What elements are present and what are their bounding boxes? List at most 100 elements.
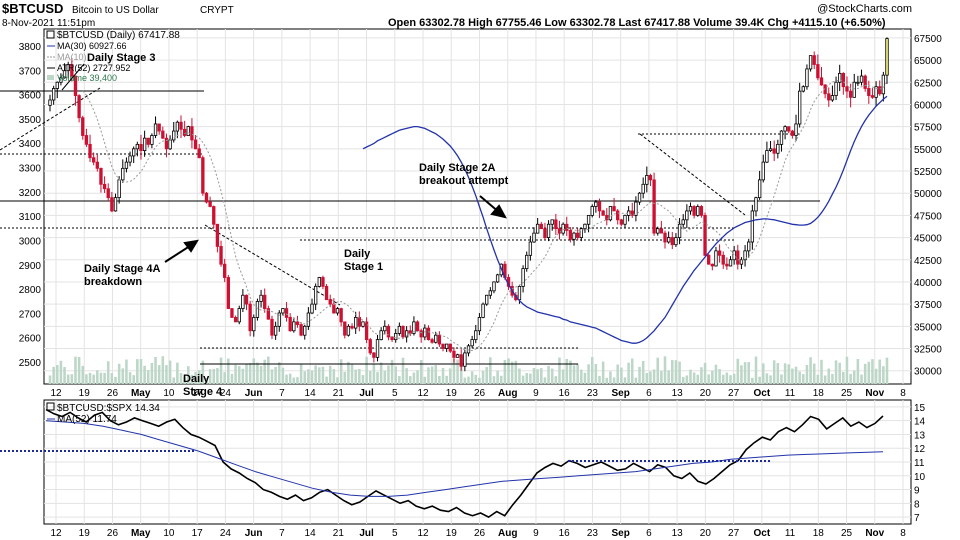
candle-body	[212, 206, 216, 225]
volume-bar	[525, 373, 528, 384]
candle-body	[241, 294, 245, 309]
volume-bar	[874, 368, 878, 384]
volume-bar	[52, 366, 55, 384]
volume-bar	[456, 359, 459, 384]
candle-body	[470, 339, 474, 347]
chart-name: Bitcoin to US Dollar	[72, 5, 159, 16]
candle-body	[244, 294, 249, 305]
volume-bar	[358, 368, 361, 384]
volume-bar	[489, 357, 492, 384]
volume-bar	[423, 376, 427, 384]
volume-bar	[387, 365, 390, 384]
volume-bar	[368, 370, 372, 384]
volume-bar	[518, 368, 521, 384]
volume-bar	[463, 377, 467, 384]
volume-bar	[114, 376, 117, 384]
volume-bar	[288, 373, 292, 384]
volume-bar	[401, 357, 405, 384]
volume-bar	[543, 377, 547, 384]
candle-body	[572, 232, 576, 240]
ratio-tick-label: 10	[914, 472, 926, 483]
x-tick-label: 21	[333, 388, 345, 399]
volume-bar	[285, 374, 288, 384]
candle-body	[783, 126, 787, 132]
volume-bar	[230, 373, 234, 384]
volume-bar	[503, 360, 507, 384]
candle-body	[437, 334, 442, 345]
candle-body	[226, 277, 230, 309]
volume-bar	[376, 371, 379, 384]
volume-bar	[183, 377, 186, 384]
volume-bar	[205, 377, 208, 384]
volume-bar	[128, 372, 132, 384]
candle-body	[357, 317, 361, 327]
volume-bar	[110, 373, 114, 384]
x-tick-label: 24	[220, 528, 232, 539]
x-tick-label: 12	[50, 388, 62, 399]
candle-body	[444, 343, 449, 349]
right-tick-label: 37500	[914, 300, 942, 311]
volume-bar	[106, 361, 110, 384]
candle-body	[834, 81, 838, 96]
candle-body	[135, 143, 140, 150]
price-legend: $BTCUSD (Daily) 67417.88 MA(30) 60927.66…	[46, 30, 180, 83]
x-tick-label: 26	[107, 388, 119, 399]
candle-body	[77, 95, 81, 119]
candle-body	[339, 308, 343, 323]
candle-body	[164, 137, 169, 150]
candle-body	[386, 325, 391, 338]
volume-bar	[379, 362, 383, 384]
candle-body	[248, 303, 252, 332]
volume-bar	[572, 365, 576, 384]
volume-bar	[270, 369, 274, 384]
volume-bar	[660, 371, 663, 384]
annotation-stage4a-line2: breakdown	[84, 276, 142, 288]
volume-bar	[197, 370, 201, 384]
candle-body	[495, 274, 500, 283]
candle-body	[816, 64, 820, 79]
candle-body	[521, 268, 525, 287]
volume-bar	[656, 357, 660, 384]
volume-bar	[168, 360, 172, 384]
volume-bar	[718, 369, 721, 384]
x-axis-upper: 12 19 26 May 10 17 24 Jun 7 14 21 Jul 5 12 19 26 Aug 9 16 2…	[50, 388, 906, 399]
price-panel-frame	[43, 28, 912, 385]
candle-body	[488, 290, 493, 296]
candle-body	[343, 321, 347, 336]
candle-body	[215, 223, 220, 247]
x-tick-label: 11	[785, 388, 796, 399]
volume-bar	[77, 356, 81, 384]
right-tick-label: 52500	[914, 167, 942, 178]
ratio-tick-label: 11	[914, 458, 925, 469]
candle-body	[852, 81, 856, 98]
volume-bar	[321, 366, 325, 384]
candle-body	[204, 192, 209, 203]
volume-bar	[674, 360, 678, 384]
candle-body	[557, 228, 562, 234]
volume-bar	[74, 356, 77, 384]
legend-ma30: MA(30) 60927.66	[57, 41, 127, 51]
volume-bar	[620, 367, 623, 384]
x-tick-label: 12	[417, 528, 429, 539]
candle-body	[590, 206, 594, 216]
candle-body	[51, 88, 56, 101]
candle-body	[383, 325, 387, 332]
left-tick-label: 3200	[19, 188, 42, 199]
volume-bar	[510, 361, 514, 384]
volume-bar	[732, 373, 736, 384]
x-tick-label: 25	[841, 528, 853, 539]
right-axis: 67500 65000 62500 60000 57500 55000 52500 50000…	[914, 34, 942, 378]
candle-body	[277, 312, 281, 327]
volume-bar	[136, 359, 139, 384]
volume-bar	[634, 377, 638, 384]
volume-bar	[696, 374, 700, 384]
volume-bar	[81, 365, 85, 384]
volume-bar	[700, 367, 703, 384]
candle-body	[754, 197, 758, 212]
volume-bar	[172, 377, 175, 384]
volume-bar	[66, 374, 70, 384]
volume-bar	[194, 371, 197, 384]
volume-bar	[227, 358, 230, 384]
candle-body	[70, 64, 74, 77]
candle-body	[517, 285, 522, 301]
